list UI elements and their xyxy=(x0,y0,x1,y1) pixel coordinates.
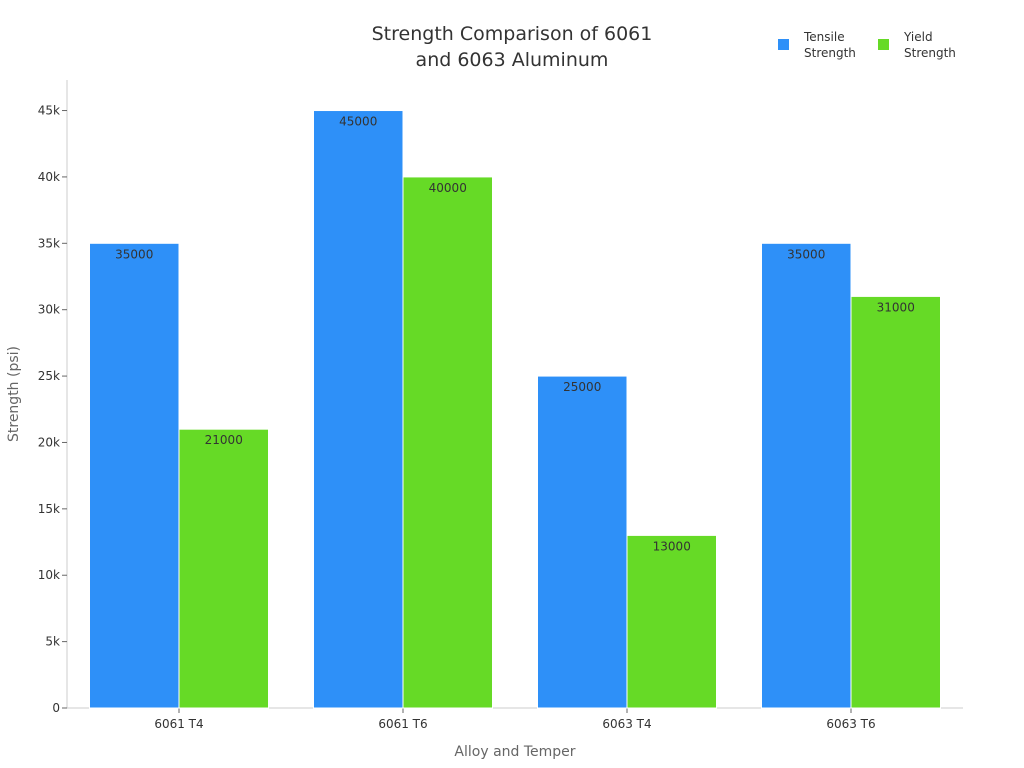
y-tick-label: 40k xyxy=(38,170,60,184)
legend-label: Tensile xyxy=(803,30,845,44)
y-tick-label: 5k xyxy=(45,635,60,649)
legend-swatch xyxy=(878,39,889,50)
data-label: 35000 xyxy=(787,247,825,261)
data-label: 13000 xyxy=(653,539,691,553)
bar-tensile-strength xyxy=(537,375,628,709)
y-tick-label: 30k xyxy=(38,303,60,317)
data-label: 35000 xyxy=(115,247,153,261)
bar-yield-strength xyxy=(850,295,941,709)
x-axis-title: Alloy and Temper xyxy=(454,744,575,760)
data-label: 25000 xyxy=(563,380,601,394)
legend-label: Strength xyxy=(804,46,856,60)
y-tick-label: 0 xyxy=(52,701,60,715)
bar-tensile-strength xyxy=(761,242,852,709)
y-tick-label: 25k xyxy=(38,369,60,383)
chart-title-line: Strength Comparison of 6061 xyxy=(372,23,653,45)
data-label: 45000 xyxy=(339,115,377,129)
chart-title-line: and 6063 Aluminum xyxy=(416,49,609,71)
data-label: 31000 xyxy=(877,300,915,314)
bar-tensile-strength xyxy=(89,242,180,709)
legend-label: Yield xyxy=(903,30,933,44)
data-label: 40000 xyxy=(429,181,467,195)
x-tick-label: 6061 T4 xyxy=(154,717,203,731)
y-tick-label: 45k xyxy=(38,104,60,118)
legend-swatch xyxy=(778,39,789,50)
y-tick-label: 10k xyxy=(38,568,60,582)
data-label: 21000 xyxy=(205,433,243,447)
bar-tensile-strength xyxy=(313,110,404,709)
bar-yield-strength xyxy=(626,534,717,709)
y-axis-title: Strength (psi) xyxy=(6,346,22,442)
bar-yield-strength xyxy=(178,428,269,709)
x-tick-label: 6061 T6 xyxy=(378,717,427,731)
y-tick-label: 20k xyxy=(38,435,60,449)
bar-yield-strength xyxy=(402,176,493,709)
x-tick-label: 6063 T6 xyxy=(826,717,875,731)
legend-label: Strength xyxy=(904,46,956,60)
x-tick-label: 6063 T4 xyxy=(602,717,651,731)
y-tick-label: 15k xyxy=(38,502,60,516)
y-tick-label: 35k xyxy=(38,236,60,250)
